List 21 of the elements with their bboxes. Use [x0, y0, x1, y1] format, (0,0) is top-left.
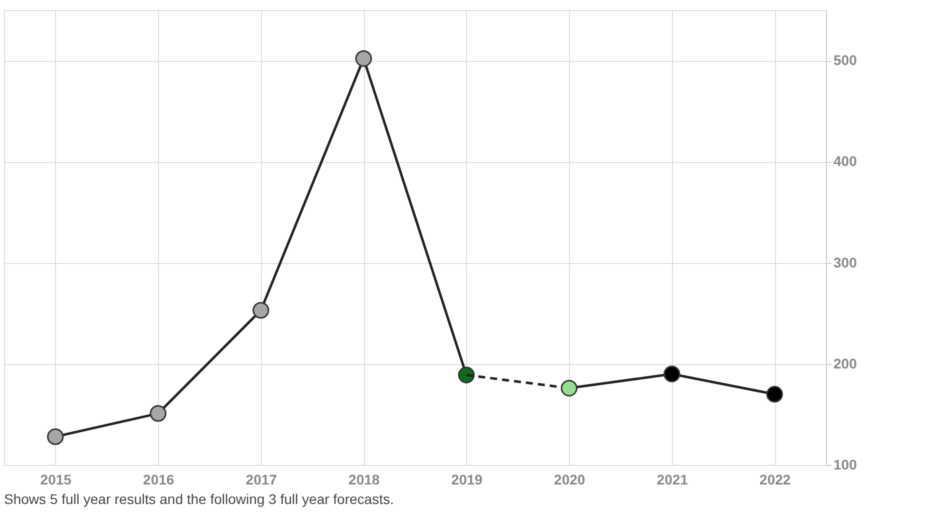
x-tick-label: 2021 — [656, 472, 688, 488]
point — [150, 405, 166, 422]
text: Shows 5 full year results and the following 3 full year forecasts. — [4, 491, 394, 507]
x-tick-label: 2022 — [760, 472, 791, 488]
point — [47, 428, 64, 446]
y-tick-label: 100 — [834, 456, 858, 472]
point — [355, 50, 372, 67]
y-tick-label: 200 — [834, 355, 858, 372]
point — [252, 302, 270, 319]
x-tick-label: 2019 — [451, 472, 483, 488]
x-tick-label: 2018 — [348, 472, 380, 488]
y-tick-label: 400 — [834, 153, 858, 170]
point — [766, 386, 783, 403]
x-tick-label: 2020 — [554, 472, 586, 488]
x-tick-label: 2016 — [143, 472, 174, 488]
y-tick-label: 300 — [834, 254, 858, 270]
x-tick-label: 2015 — [40, 472, 72, 488]
y-tick-label: 500 — [834, 52, 858, 68]
point — [560, 380, 578, 396]
x-tick-label: 2017 — [246, 472, 278, 488]
point — [664, 366, 680, 382]
